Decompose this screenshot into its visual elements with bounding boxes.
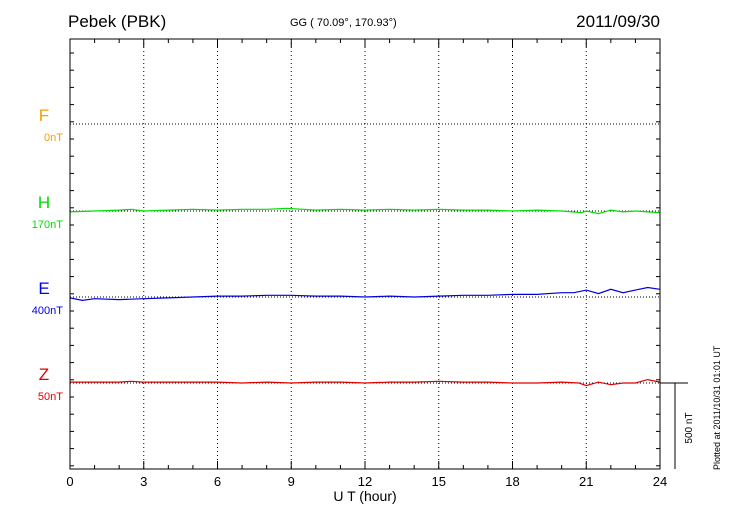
x-axis-label: U T (hour) [333,488,397,504]
x-tick-label: 3 [140,474,147,489]
component-label-z: Z [39,365,49,384]
baseline-label-f: 0nT [44,132,63,144]
x-tick-label: 0 [66,474,73,489]
coordinates-label: GG ( 70.09°, 170.93°) [290,17,397,29]
baselines [70,123,660,384]
grid-lines [143,39,587,469]
axis-ticks: 0 3 6 9 12 15 18 21 24 [66,39,667,489]
baseline-label-e: 400nT [32,305,63,317]
trace-z [70,378,661,387]
x-tick-label: 15 [432,474,446,489]
trace-e [69,286,661,302]
component-label-e: E [38,279,49,298]
component-label-h: H [38,193,50,212]
scale-bar-label: 500 nT [684,412,695,443]
x-tick-label: 24 [653,474,667,489]
x-tick-label: 6 [214,474,221,489]
plotted-timestamp: Plotted at 2011/10/31 01:01 UT [712,345,722,470]
x-tick-label: 12 [358,474,372,489]
component-label-f: F [39,106,49,125]
row-labels: F 0nT H 170nT E 400nT Z 50nT [32,106,63,403]
x-tick-label: 9 [288,474,295,489]
scale-bar: 500 nT [660,382,695,469]
x-tick-label: 21 [579,474,593,489]
data-traces [69,207,661,387]
baseline-label-h: 170nT [32,219,63,231]
baseline-label-z: 50nT [38,391,63,403]
date-label: 2011/09/30 [576,12,660,31]
station-title: Pebek (PBK) [68,12,167,31]
x-tick-label: 18 [505,474,519,489]
trace-h [69,207,661,215]
